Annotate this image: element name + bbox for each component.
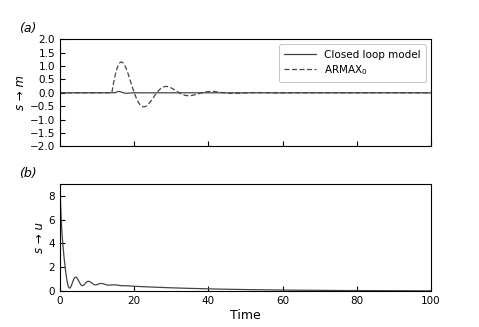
- Line: Closed loop model: Closed loop model: [60, 92, 431, 93]
- Line: ARMAX$_0$: ARMAX$_0$: [60, 62, 431, 107]
- Text: (a): (a): [19, 22, 36, 35]
- ARMAX$_0$: [409, 91, 414, 95]
- ARMAX$_0$: [72, 91, 78, 95]
- Closed loop model: [428, 91, 434, 95]
- ARMAX$_0$: [58, 91, 64, 95]
- Closed loop model: [72, 91, 78, 95]
- Y-axis label: s → m: s → m: [14, 75, 27, 110]
- Closed loop model: [239, 91, 244, 95]
- Closed loop model: [79, 91, 85, 95]
- ARMAX$_0$: [239, 91, 244, 95]
- Closed loop model: [116, 90, 122, 94]
- Closed loop model: [57, 91, 63, 95]
- Closed loop model: [124, 91, 129, 95]
- ARMAX$_0$: [130, 86, 136, 90]
- X-axis label: Time: Time: [230, 309, 261, 322]
- ARMAX$_0$: [79, 91, 85, 95]
- ARMAX$_0$: [428, 91, 434, 95]
- ARMAX$_0$: [118, 60, 124, 64]
- Closed loop model: [409, 91, 414, 95]
- Text: (b): (b): [19, 166, 37, 180]
- ARMAX$_0$: [57, 91, 63, 95]
- Y-axis label: s → u: s → u: [33, 222, 46, 253]
- ARMAX$_0$: [141, 105, 147, 109]
- Closed loop model: [130, 91, 136, 95]
- Closed loop model: [58, 91, 64, 95]
- Legend: Closed loop model, ARMAX$_0$: Closed loop model, ARMAX$_0$: [279, 44, 426, 82]
